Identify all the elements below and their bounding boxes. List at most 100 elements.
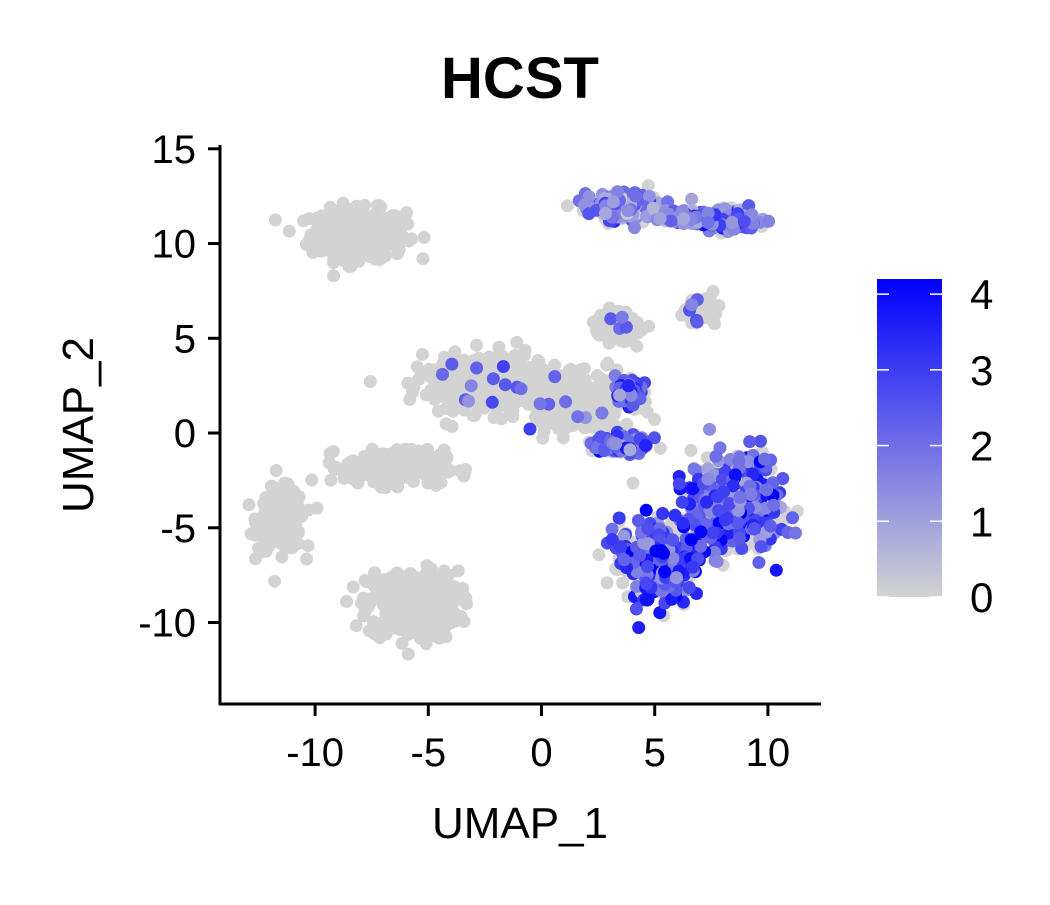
scatter-point xyxy=(340,220,354,234)
scatter-point xyxy=(518,343,532,357)
scatter-point xyxy=(725,216,739,229)
scatter-point xyxy=(559,395,573,409)
scatter-point xyxy=(631,514,645,527)
colorbar-tick-label: 0 xyxy=(970,574,993,621)
scatter-point xyxy=(717,485,730,499)
scatter-point xyxy=(381,451,395,465)
scatter-point xyxy=(754,540,768,554)
scatter-point xyxy=(685,298,699,312)
scatter-point xyxy=(322,456,336,470)
scatter-point xyxy=(341,232,355,245)
scatter-point xyxy=(281,477,295,491)
scatter-point xyxy=(694,539,708,553)
x-tick-label: 5 xyxy=(644,731,666,775)
scatter-point xyxy=(416,252,430,266)
scatter-point xyxy=(470,361,484,375)
scatter-point xyxy=(368,566,382,580)
scatter-point xyxy=(421,476,435,490)
scatter-point xyxy=(601,356,615,370)
chart-title: HCST xyxy=(441,46,599,111)
scatter-point xyxy=(701,216,715,230)
scatter-point xyxy=(310,501,324,515)
scatter-point xyxy=(599,206,612,220)
scatter-point xyxy=(410,616,424,630)
scatter-point xyxy=(653,441,667,455)
scatter-point xyxy=(284,541,298,555)
scatter-point xyxy=(532,355,546,369)
scatter-point xyxy=(640,577,654,591)
scatter-point xyxy=(266,534,279,548)
y-tick-label: -10 xyxy=(138,602,196,646)
scatter-point xyxy=(767,498,781,512)
scatter-point xyxy=(438,575,451,589)
scatter-point xyxy=(653,211,667,225)
scatter-point xyxy=(595,406,609,420)
scatter-point xyxy=(672,477,686,491)
y-axis-label: UMAP_2 xyxy=(54,337,103,513)
colorbar-tick-label: 1 xyxy=(970,498,993,545)
x-axis-label: UMAP_1 xyxy=(432,799,608,848)
scatter-point xyxy=(445,357,459,371)
scatter-point xyxy=(685,192,699,206)
scatter-point xyxy=(437,443,451,457)
scatter-point xyxy=(600,328,613,342)
colorbar-tick-label: 3 xyxy=(970,347,993,394)
scatter-point xyxy=(658,565,672,579)
scatter-point xyxy=(342,260,356,273)
scatter-point xyxy=(357,212,371,226)
scatter-point xyxy=(604,312,618,326)
scatter-point xyxy=(715,473,729,487)
scatter-point xyxy=(664,214,678,228)
scatter-point xyxy=(584,389,598,403)
scatter-point xyxy=(436,367,449,381)
scatter-point xyxy=(358,574,372,587)
scatter-point xyxy=(646,201,660,215)
scatter-point xyxy=(364,250,377,264)
scatter-point xyxy=(686,482,700,496)
scatter-point xyxy=(614,540,628,554)
scatter-point xyxy=(459,592,473,606)
scatter-point xyxy=(456,581,470,595)
scatter-point xyxy=(374,245,388,259)
scatter-point xyxy=(259,544,273,558)
scatter-point xyxy=(401,647,415,661)
scatter-point xyxy=(639,592,653,606)
scatter-point xyxy=(264,479,278,493)
scatter-point xyxy=(647,431,661,445)
scatter-point xyxy=(297,214,311,228)
scatter-point xyxy=(582,190,596,204)
scatter-point xyxy=(462,394,475,408)
scatter-point xyxy=(641,179,655,193)
scatter-point xyxy=(762,214,776,228)
scatter-point xyxy=(446,373,460,387)
scatter-point xyxy=(393,453,407,467)
scatter-point xyxy=(394,623,408,637)
scatter-point xyxy=(733,490,747,504)
scatter-point xyxy=(700,495,714,509)
scatter-point xyxy=(677,212,691,226)
scatter-point xyxy=(400,206,414,220)
scatter-point xyxy=(300,552,314,566)
scatter-point xyxy=(786,511,799,525)
scatter-point xyxy=(346,580,360,594)
scatter-point xyxy=(675,495,689,509)
scatter-point xyxy=(453,464,467,478)
scatter-point xyxy=(741,455,755,469)
scatter-point xyxy=(424,458,438,472)
scatter-point xyxy=(631,326,645,340)
scatter-point xyxy=(328,253,342,267)
scatter-point xyxy=(448,345,462,359)
scatter-point xyxy=(632,621,646,635)
scatter-point xyxy=(748,522,761,536)
scatter-point xyxy=(445,391,459,405)
scatter-point xyxy=(277,520,291,534)
scatter-point xyxy=(710,555,724,568)
scatter-point xyxy=(760,483,774,497)
scatter-point xyxy=(605,533,619,546)
scatter-point xyxy=(706,526,720,540)
x-tick-label: -10 xyxy=(286,731,344,775)
scatter-point xyxy=(788,526,802,540)
scatter-point xyxy=(701,472,715,486)
scatter-point xyxy=(439,401,453,415)
scatter-point xyxy=(406,626,420,640)
